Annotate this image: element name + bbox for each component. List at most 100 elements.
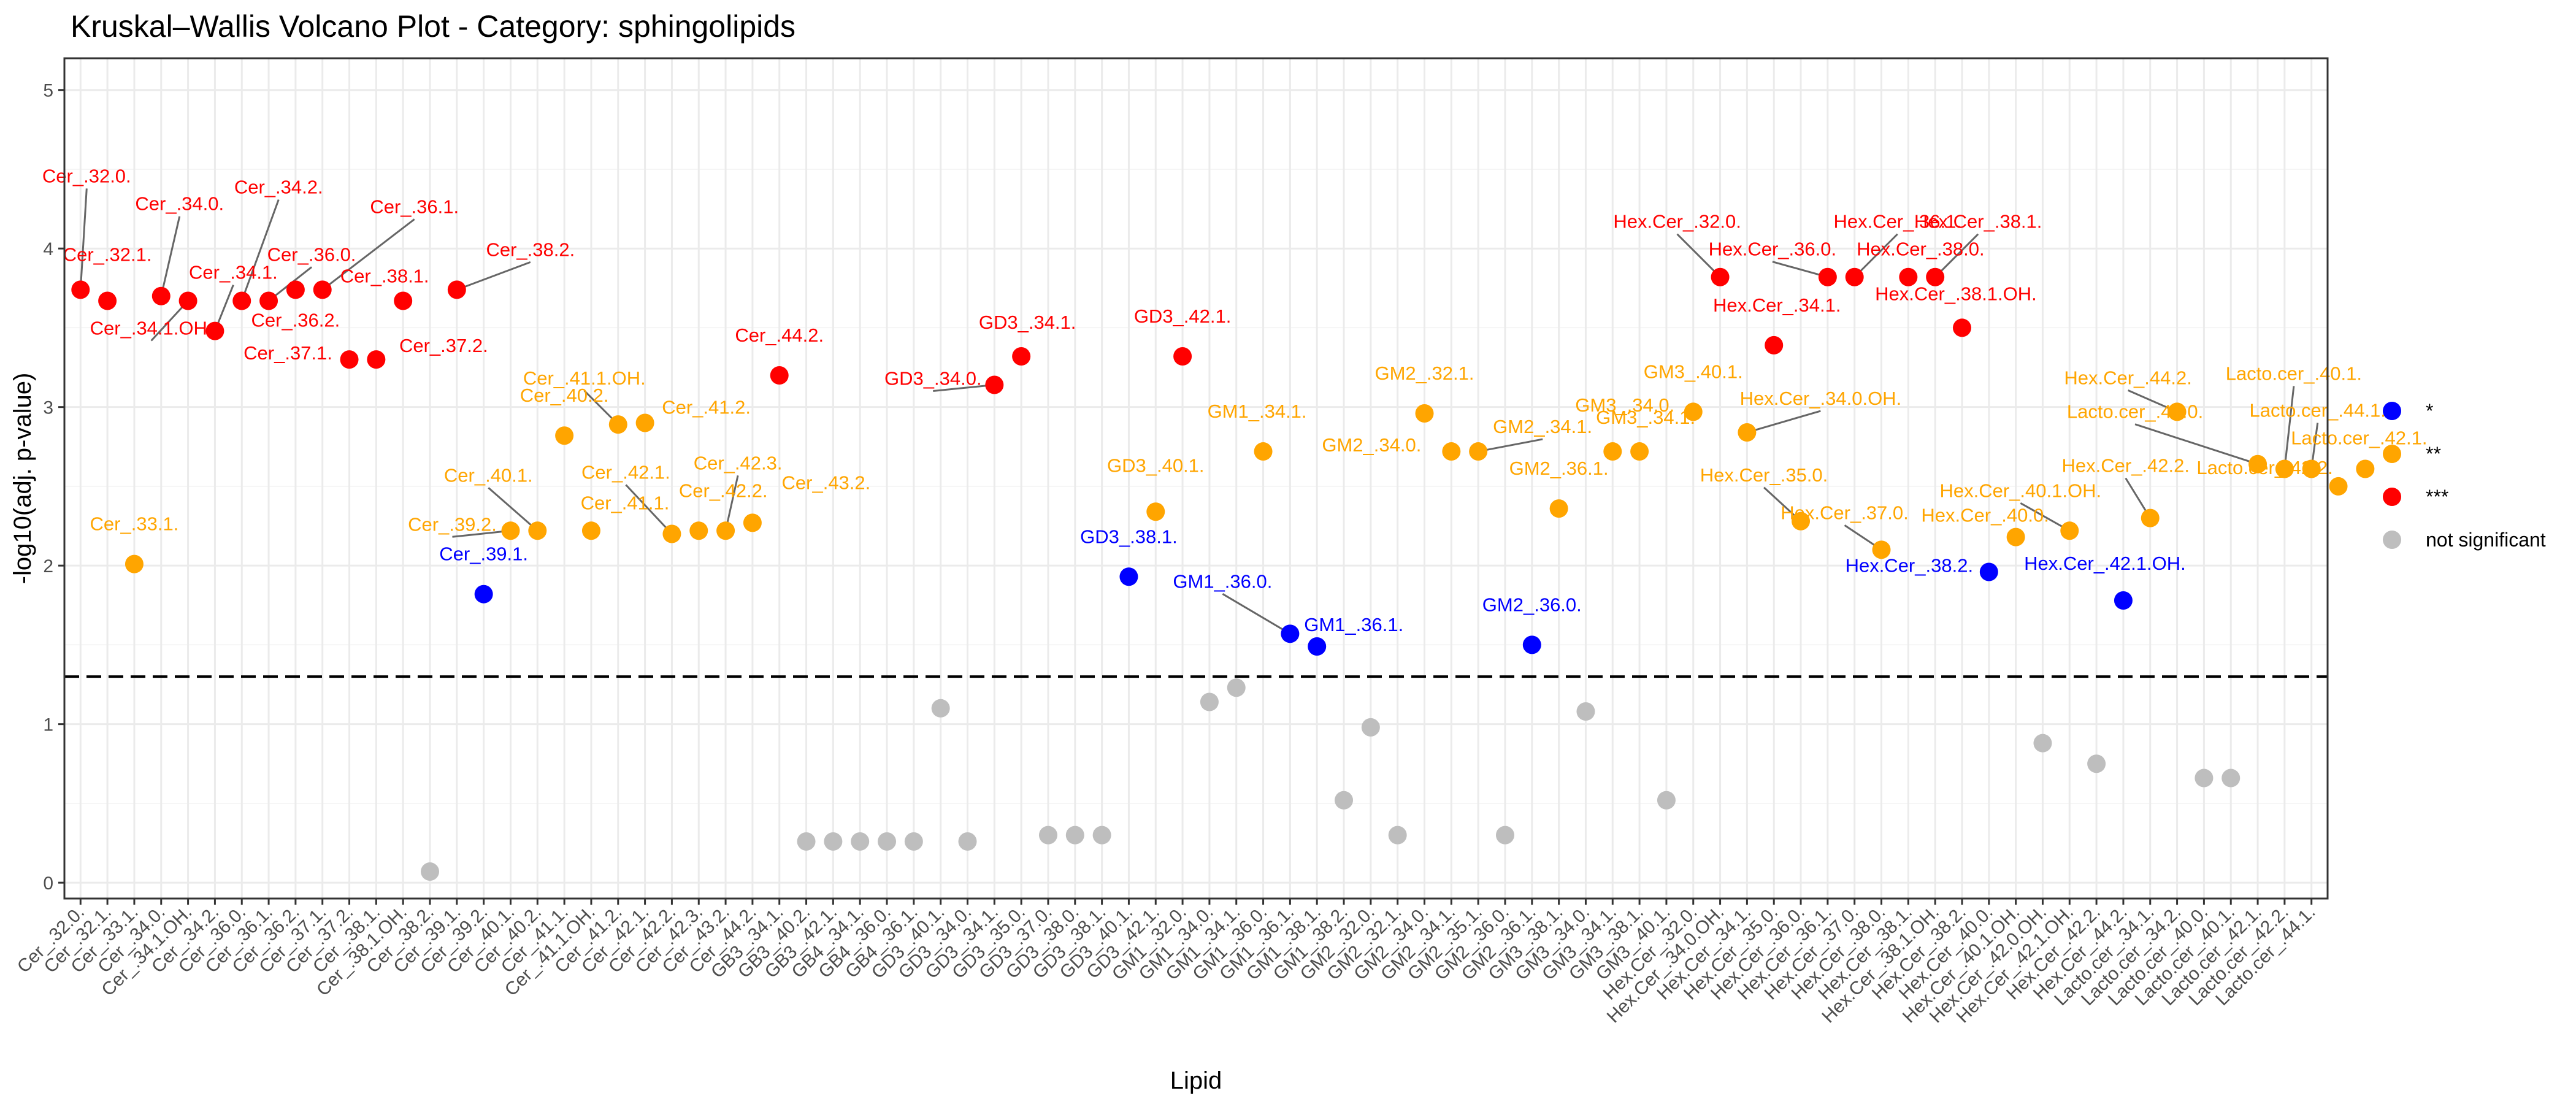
data-point	[1926, 267, 1945, 286]
data-point	[421, 862, 440, 881]
point-label: Hex.Cer_.40.1.OH.	[1939, 480, 2101, 501]
data-point	[178, 291, 197, 310]
data-point	[1038, 826, 1057, 845]
y-tick-label: 5	[43, 81, 53, 101]
point-label: Cer_.44.2.	[735, 324, 824, 346]
point-label: GD3_.34.0.	[884, 367, 982, 389]
data-point	[851, 832, 870, 851]
data-point	[2114, 591, 2133, 610]
data-point	[313, 280, 332, 299]
label-leader	[79, 188, 88, 290]
point-label: GM3_.40.1.	[1644, 361, 1743, 382]
point-label: Lacto.cer_.40.1.	[2226, 362, 2362, 384]
point-label: Hex.Cer_.44.2.	[2064, 367, 2192, 388]
data-point	[367, 350, 386, 369]
data-point	[1281, 624, 1300, 643]
point-label: Cer_.36.2.	[251, 309, 340, 331]
point-label: Lacto.cer_.44.1.	[2250, 399, 2386, 421]
point-label: Lacto.cer_.40.0.	[2067, 401, 2203, 423]
point-label: Hex.Cer_.38.1.	[1914, 211, 2042, 232]
legend-label: ***	[2426, 486, 2448, 508]
data-point	[555, 426, 574, 445]
point-label: Cer_.38.1.	[340, 265, 429, 286]
data-point	[716, 521, 735, 540]
data-point	[1092, 826, 1111, 845]
data-point	[1388, 826, 1407, 845]
legend-label: **	[2426, 443, 2441, 465]
data-point	[2033, 734, 2052, 753]
point-label: GM3_.34.0.	[1575, 394, 1674, 416]
point-label: Cer_.40.1.	[444, 464, 533, 486]
data-point	[1173, 347, 1192, 366]
plot-border	[63, 57, 2329, 900]
point-label: Cer_.42.3.	[694, 452, 783, 473]
data-point	[770, 366, 789, 385]
point-label: Cer_.39.2.	[408, 513, 497, 535]
data-point	[447, 280, 466, 299]
data-point	[1979, 562, 1998, 581]
label-leader	[2020, 502, 2071, 532]
point-label: GD3_.42.1.	[1134, 305, 1232, 327]
legend-key	[2383, 531, 2401, 549]
data-point	[394, 291, 413, 310]
point-label: GM2_.34.0.	[1322, 434, 1421, 456]
data-point	[662, 524, 681, 543]
data-point	[1227, 678, 1246, 697]
data-point	[1119, 567, 1138, 586]
point-label: Hex.Cer_.32.0.	[1613, 211, 1741, 232]
data-point	[2087, 754, 2106, 773]
point-label: Cer_.41.2.	[662, 397, 751, 418]
point-label: Hex.Cer_.42.1.OH.	[2024, 553, 2186, 574]
data-point	[958, 832, 977, 851]
y-tick-label: 0	[43, 873, 53, 894]
point-label: Cer_.37.1.	[243, 342, 332, 364]
point-label: Cer_.42.2.	[679, 480, 768, 501]
legend-key	[2383, 402, 2401, 420]
label-leader	[933, 383, 995, 392]
point-label: Cer_.34.0.	[135, 193, 224, 215]
point-label: Lacto.cer_.42.2.	[2196, 457, 2333, 478]
y-tick-label: 2	[43, 556, 53, 577]
point-label: Cer_.34.1.OH.	[90, 317, 213, 339]
point-label: GD3_.40.1.	[1107, 454, 1205, 476]
x-axis-title: Lipid	[1170, 1067, 1222, 1094]
label-leader	[1772, 261, 1828, 278]
point-label: Lacto.cer_.42.1.	[2291, 427, 2427, 448]
point-label: Cer_.39.1.	[439, 543, 528, 565]
point-label: Hex.Cer_.38.0.	[1857, 239, 1985, 260]
point-label: GM2_.32.1.	[1375, 362, 1474, 384]
y-tick-label: 4	[43, 239, 53, 259]
data-point	[1765, 335, 1784, 355]
data-point	[1630, 442, 1649, 461]
data-point	[878, 832, 897, 851]
point-label: Hex.Cer_.38.1.OH.	[1875, 283, 2037, 304]
data-point	[1442, 442, 1461, 461]
point-label: GM2_.36.1.	[1509, 458, 1609, 479]
label-leader	[1853, 233, 1898, 278]
data-point	[2248, 454, 2267, 473]
label-leader	[1478, 438, 1543, 453]
data-point	[2006, 527, 2025, 546]
label-leader	[2134, 423, 2258, 466]
data-point	[743, 513, 762, 532]
data-point	[474, 585, 493, 604]
data-point	[205, 321, 224, 340]
point-label: Hex.Cer_.40.0.	[1921, 505, 2049, 526]
data-point	[1522, 635, 1541, 654]
point-label: Hex.Cer_.34.0.OH.	[1740, 388, 1902, 409]
data-point	[2329, 477, 2348, 496]
data-point	[1308, 637, 1327, 656]
legend-key	[2383, 445, 2401, 463]
point-label: Cer_.38.2.	[486, 239, 575, 260]
point-label: Hex.Cer_.35.0.	[1700, 464, 1828, 486]
point-label: Hex.Cer_.34.1.	[1713, 294, 1841, 316]
label-leader	[321, 218, 415, 291]
data-point	[1899, 267, 1918, 286]
point-label: Cer_.36.0.	[267, 243, 356, 265]
data-point	[98, 291, 117, 310]
point-labels: Cer_.32.0. Cer_.32.1. Cer_.33.1. Cer_.34.0.…	[42, 165, 2428, 635]
plot-panel	[64, 58, 2328, 899]
data-point	[1254, 442, 1273, 461]
data-point	[985, 375, 1004, 394]
point-label: Hex.Cer_.36.1.	[1833, 211, 1961, 232]
